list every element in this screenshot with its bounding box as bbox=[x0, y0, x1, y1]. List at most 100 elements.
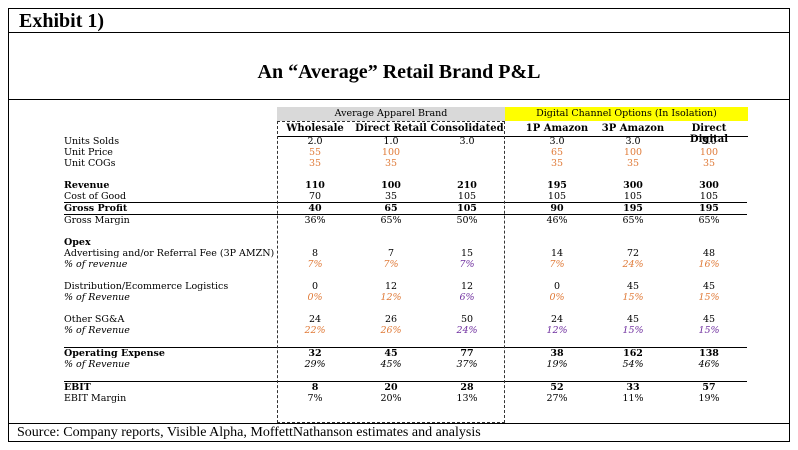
cell-value: 12% bbox=[546, 325, 568, 336]
table-row: % of revenue 7% 7% 7% 7% 24% 16% bbox=[64, 259, 747, 270]
table-row: Other SG&A 24 26 50 24 45 45 bbox=[64, 314, 747, 325]
cell-value: 0% bbox=[307, 292, 323, 303]
cell-value: 29% bbox=[304, 359, 326, 370]
row-label: Distribution/Ecommerce Logistics bbox=[64, 281, 229, 292]
cell-value: 8 bbox=[311, 248, 319, 259]
cell-value: 35 bbox=[308, 158, 322, 169]
cell-value: 65% bbox=[622, 215, 644, 226]
row-label: Units Solds bbox=[64, 136, 120, 147]
cell-value: 65 bbox=[353, 202, 429, 215]
table-row: Operating Expense 32 45 77 38 162 138 bbox=[64, 347, 747, 359]
cell-value: 15 bbox=[460, 248, 474, 259]
cell-value: 8 bbox=[277, 381, 353, 393]
col-header-1p-amazon: 1P Amazon bbox=[525, 123, 589, 134]
cell-value bbox=[277, 237, 353, 248]
exhibit-label: Exhibit 1) bbox=[9, 9, 789, 33]
cell-value: 45% bbox=[380, 359, 402, 370]
row-label: Operating Expense bbox=[64, 347, 277, 359]
cell-value: 45 bbox=[702, 314, 716, 325]
col-header-direct-retail: Direct Retail bbox=[355, 123, 427, 134]
table-row: Unit COGs 35 35 35 35 35 bbox=[64, 158, 747, 169]
row-spacer bbox=[64, 169, 747, 180]
row-label: % of Revenue bbox=[64, 325, 130, 336]
cell-value: 1.0 bbox=[383, 136, 399, 147]
row-label: Gross Margin bbox=[64, 215, 130, 226]
table-row: Revenue 110 100 210 195 300 300 bbox=[64, 180, 747, 191]
cell-value: 105 bbox=[547, 191, 567, 202]
cell-value: 12 bbox=[384, 281, 398, 292]
exhibit-title: An “Average” Retail Brand P&L bbox=[257, 61, 541, 83]
cell-value: 26% bbox=[380, 325, 402, 336]
cell-value: 50% bbox=[456, 215, 478, 226]
group-header-digital: Digital Channel Options (In Isolation) bbox=[505, 107, 748, 121]
cell-value: 46% bbox=[546, 215, 568, 226]
cell-value: 54% bbox=[622, 359, 644, 370]
cell-value bbox=[671, 237, 747, 248]
row-spacer bbox=[64, 303, 747, 314]
group-header-average: Average Apparel Brand bbox=[277, 107, 505, 121]
row-label: Opex bbox=[64, 237, 91, 248]
cell-value: 33 bbox=[595, 381, 671, 393]
row-label: Other SG&A bbox=[64, 314, 125, 325]
cell-value: 7% bbox=[383, 259, 399, 270]
cell-value: 70 bbox=[308, 191, 322, 202]
source-note: Source: Company reports, Visible Alpha, … bbox=[9, 423, 789, 441]
cell-value: 162 bbox=[595, 347, 671, 359]
cell-value: 22% bbox=[304, 325, 326, 336]
cell-value: 15% bbox=[698, 292, 720, 303]
cell-value: 45 bbox=[626, 281, 640, 292]
table-row: Distribution/Ecommerce Logistics 0 12 12 0 45… bbox=[64, 281, 747, 292]
cell-value: 77 bbox=[429, 347, 505, 359]
cell-value: 6% bbox=[459, 292, 475, 303]
cell-value bbox=[429, 237, 505, 248]
cell-value: 90 bbox=[505, 202, 595, 215]
cell-value: 35 bbox=[550, 158, 564, 169]
row-label: Gross Profit bbox=[64, 202, 277, 215]
row-label: Advertising and/or Referral Fee (3P AMZN… bbox=[64, 248, 275, 259]
cell-value: 15% bbox=[622, 325, 644, 336]
cell-value: 7% bbox=[549, 259, 565, 270]
cell-value: 14 bbox=[550, 248, 564, 259]
cell-value bbox=[353, 237, 429, 248]
cell-value: 38 bbox=[505, 347, 595, 359]
row-spacer bbox=[64, 270, 747, 281]
cell-value: 110 bbox=[305, 180, 325, 191]
row-label: EBIT bbox=[64, 381, 277, 393]
table-row: Opex bbox=[64, 237, 747, 248]
row-label: Revenue bbox=[64, 180, 110, 191]
cell-value: 0 bbox=[553, 281, 561, 292]
cell-value: 24 bbox=[308, 314, 322, 325]
cell-value bbox=[505, 237, 595, 248]
cell-value: 55 bbox=[308, 147, 322, 158]
cell-value: 0 bbox=[311, 281, 319, 292]
cell-value: 24% bbox=[622, 259, 644, 270]
table-row: Cost of Good 70 35 105 105 105 105 bbox=[64, 191, 747, 203]
cell-value: 26 bbox=[384, 314, 398, 325]
table-row: % of Revenue 0% 12% 6% 0% 15% 15% bbox=[64, 292, 747, 303]
cell-value: 105 bbox=[429, 202, 505, 215]
cell-value: 3.0 bbox=[625, 136, 641, 147]
row-label: Unit COGs bbox=[64, 158, 116, 169]
col-header-consolidated: Consolidated bbox=[430, 123, 504, 134]
table-row: EBIT 8 20 28 52 33 57 bbox=[64, 381, 747, 393]
cell-value: 48 bbox=[702, 248, 716, 259]
cell-value: 27% bbox=[546, 393, 568, 404]
cell-value: 300 bbox=[699, 180, 719, 191]
col-header-direct-digital: Direct Digital bbox=[689, 123, 729, 145]
cell-value: 13% bbox=[456, 393, 478, 404]
cell-value: 35 bbox=[384, 158, 398, 169]
cell-value: 100 bbox=[623, 147, 643, 158]
cell-value: 0% bbox=[549, 292, 565, 303]
cell-value: 28 bbox=[429, 381, 505, 393]
cell-value: 32 bbox=[277, 347, 353, 359]
col-header-wholesale: Wholesale bbox=[286, 123, 344, 134]
cell-value bbox=[429, 147, 505, 158]
cell-value: 65% bbox=[698, 215, 720, 226]
cell-value: 19% bbox=[546, 359, 568, 370]
cell-value: 65% bbox=[380, 215, 402, 226]
table-row: Units Solds 2.0 1.0 3.0 3.0 3.0 3.0 bbox=[64, 136, 747, 147]
cell-value: 12 bbox=[460, 281, 474, 292]
cell-value: 52 bbox=[505, 381, 595, 393]
cell-value: 35 bbox=[626, 158, 640, 169]
cell-value: 195 bbox=[547, 180, 567, 191]
